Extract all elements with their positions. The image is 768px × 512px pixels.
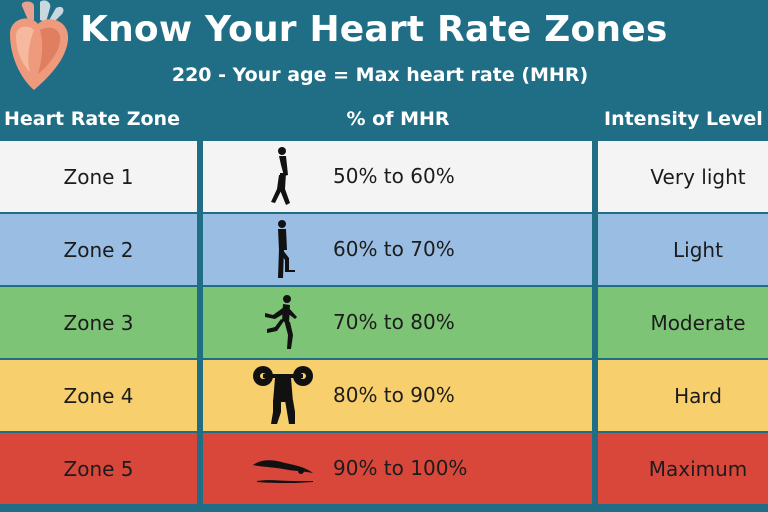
column-header-intensity: Intensity Level — [604, 108, 763, 130]
running-person-icon — [265, 295, 297, 349]
intensity-label: Light — [673, 237, 723, 262]
percent-cell: 80% to 90% — [203, 360, 592, 431]
heart-icon — [10, 0, 69, 90]
table-row: Zone 5 90% to 100% Maximum — [0, 433, 768, 504]
zone-cell: Zone 2 — [0, 214, 197, 285]
zone-cell: Zone 1 — [0, 141, 197, 212]
column-header-percent: % of MHR — [346, 108, 450, 130]
percent-cell: 70% to 80% — [203, 287, 592, 358]
stair-climbing-person-icon — [278, 220, 295, 278]
table-row: Zone 1 50% to 60% Very light — [0, 141, 768, 212]
zone-cell: Zone 3 — [0, 287, 197, 358]
table-row: Zone 2 60% to 70% Light — [0, 214, 768, 285]
walking-person-icon — [271, 147, 290, 205]
table-row: Zone 3 70% to 80% Moderate — [0, 287, 768, 358]
page-title: Know Your Heart Rate Zones — [80, 9, 668, 50]
intensity-label: Moderate — [650, 310, 746, 335]
intensity-cell: Maximum — [598, 433, 768, 504]
table-row: Zone 4 80% to 90% Hard — [0, 360, 768, 431]
page-subtitle: 220 - Your age = Max heart rate (MHR) — [171, 64, 589, 86]
percent-label: 70% to 80% — [333, 310, 455, 334]
intensity-cell: Moderate — [598, 287, 768, 358]
zone-cell: Zone 4 — [0, 360, 197, 431]
weightlifting-person-icon — [253, 366, 313, 424]
intensity-label: Maximum — [648, 456, 748, 481]
intensity-cell: Light — [598, 214, 768, 285]
header: Know Your Heart Rate Zones 220 - Your ag… — [0, 0, 768, 100]
heart-rate-table: Zone 1 50% to 60% Very light Zone 2 — [0, 141, 768, 506]
zone-cell: Zone 5 — [0, 433, 197, 504]
intensity-label: Very light — [650, 164, 746, 189]
percent-cell: 90% to 100% — [203, 433, 592, 504]
percent-label: 80% to 90% — [333, 383, 455, 407]
percent-cell: 60% to 70% — [203, 214, 592, 285]
swimming-person-icon — [253, 460, 313, 483]
percent-label: 50% to 60% — [333, 164, 455, 188]
intensity-label: Hard — [674, 383, 722, 408]
column-header-zone: Heart Rate Zone — [4, 108, 180, 130]
percent-label: 60% to 70% — [333, 237, 455, 261]
intensity-cell: Hard — [598, 360, 768, 431]
percent-label: 90% to 100% — [333, 456, 468, 480]
percent-cell: 50% to 60% — [203, 141, 592, 212]
intensity-cell: Very light — [598, 141, 768, 212]
